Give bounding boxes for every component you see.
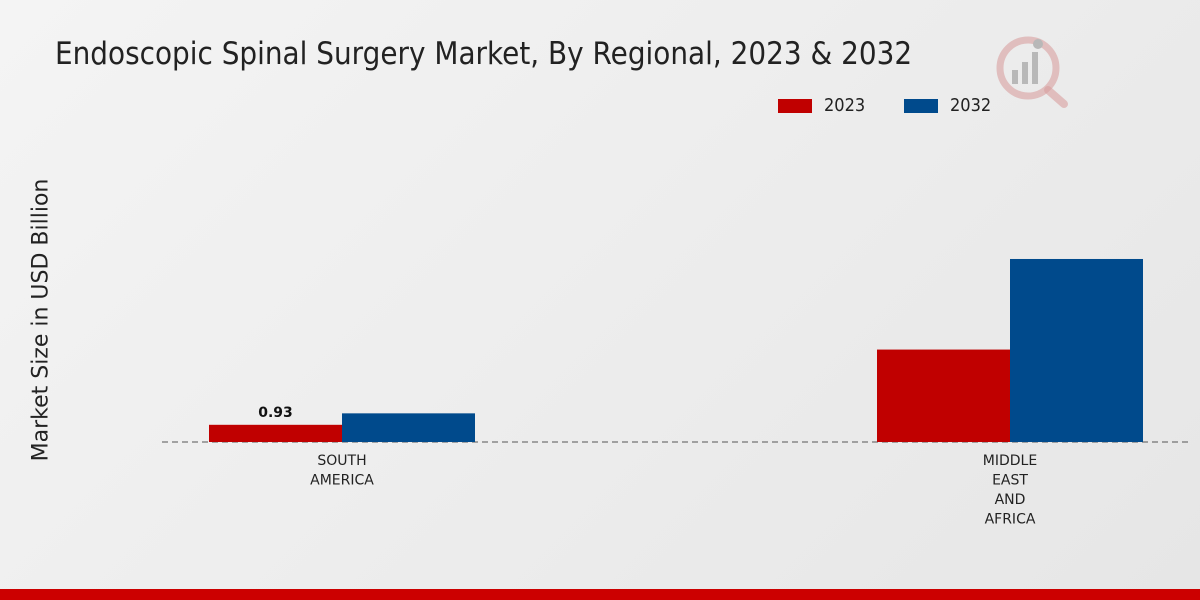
legend-item-2023: 2023 — [778, 95, 870, 116]
data-label: 0.93 — [258, 405, 293, 421]
bottom-accent-bar — [0, 589, 1200, 600]
x-tick-label: SOUTH AMERICA — [310, 453, 374, 489]
x-tick-label: MIDDLE EAST AND AFRICA — [983, 453, 1037, 528]
legend: 2023 2032 — [778, 95, 1030, 116]
logo-icon — [996, 36, 1068, 108]
bar-2032-middle-east-and-africa — [1010, 258, 1143, 442]
chart-title: Endoscopic Spinal Surgery Market, By Reg… — [55, 36, 913, 72]
bar-2032-south-america — [342, 413, 475, 442]
legend-swatch-2023 — [778, 98, 812, 113]
legend-swatch-2032 — [903, 98, 938, 113]
bar-2023-middle-east-and-africa — [877, 349, 1010, 442]
bar-2023-south-america — [209, 424, 342, 442]
legend-item-2032: 2032 — [903, 95, 996, 116]
legend-label-2023: 2023 — [824, 95, 866, 116]
legend-label-2032: 2032 — [949, 95, 992, 116]
